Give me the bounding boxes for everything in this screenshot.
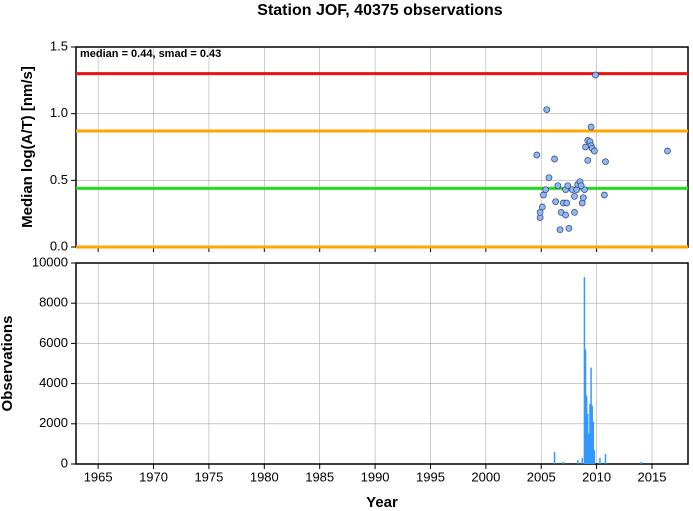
point (591, 147, 598, 155)
y-tick-label: 1.5 (50, 38, 68, 53)
x-tick-label: 1980 (250, 469, 279, 484)
y-tick-label: 1.0 (50, 105, 68, 120)
point (538, 203, 546, 211)
point (554, 182, 562, 190)
point (579, 194, 587, 202)
y-tick-label: 0.5 (50, 172, 68, 187)
x-tick-label: 2005 (527, 469, 556, 484)
y-tick-label: 4000 (39, 375, 68, 390)
point (587, 123, 595, 131)
y-tick-label: 8000 (39, 295, 68, 310)
x-tick-label: 1985 (305, 469, 334, 484)
point (602, 158, 609, 166)
point (584, 156, 592, 164)
x-tick-label: 1975 (194, 469, 223, 484)
annotation: median = 0.44, smad = 0.43 (80, 48, 221, 60)
point (565, 224, 573, 232)
y-tick-label: 2000 (39, 415, 68, 430)
point (582, 143, 589, 151)
point (564, 182, 572, 190)
y-tick-label: 10000 (32, 254, 68, 269)
y-tick-label: 0 (61, 455, 68, 470)
point (543, 106, 551, 114)
point (551, 155, 558, 163)
x-tick-label: 1965 (84, 469, 113, 484)
x-tick-label: 1990 (361, 469, 390, 484)
x-tick-label: 1995 (416, 469, 445, 484)
point (562, 211, 569, 219)
x-tick-label: 1970 (139, 469, 168, 484)
point (577, 182, 585, 190)
x-axis-label: Year (366, 494, 398, 511)
x-tick-label: 2000 (471, 469, 500, 484)
point (578, 199, 586, 207)
x-tick-label: 2010 (582, 469, 611, 484)
point (542, 186, 550, 194)
x-tick-label: 2015 (638, 469, 667, 484)
point (533, 151, 541, 159)
point (592, 71, 599, 79)
y-tick-label: 6000 (39, 335, 68, 350)
y-axis-label: Observations (0, 316, 16, 412)
chart-title: Station JOF, 40375 observations (257, 2, 503, 19)
y-tick-label: 0.0 (50, 238, 68, 253)
y-axis-label: Median log(A/T) [nm/s] (19, 66, 36, 228)
point (571, 192, 578, 200)
point (571, 208, 578, 216)
point (563, 199, 571, 207)
point (601, 191, 608, 199)
point (556, 226, 564, 234)
point (552, 198, 559, 206)
point (545, 174, 553, 182)
plot-frame (75, 262, 689, 465)
point (664, 147, 671, 155)
